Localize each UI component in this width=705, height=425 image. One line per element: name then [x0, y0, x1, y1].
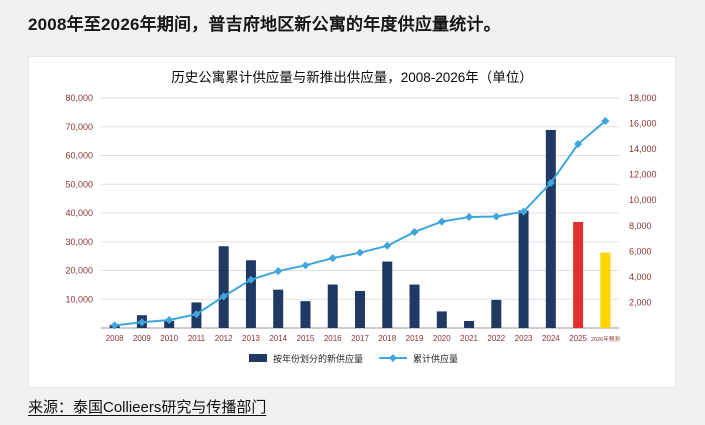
- x-label-2021: 2021: [460, 334, 478, 343]
- left-axis-label: 20,000: [65, 266, 93, 276]
- line-marker-2009: [137, 318, 146, 327]
- line-marker-2010: [165, 315, 174, 324]
- legend-bar-label: 按年份划分的新供应量: [273, 353, 363, 364]
- line-marker-2026年预测: [601, 117, 610, 125]
- line-marker-2013: [246, 275, 255, 284]
- x-label-2008: 2008: [106, 334, 124, 343]
- combo-chart-svg: 10,000 20,000 30,000 40,000 50,000 60,000 70,0…: [65, 93, 657, 364]
- x-label-2015: 2015: [297, 334, 315, 343]
- right-axis-label: 4,000: [629, 272, 652, 282]
- right-axis-label: 12,000: [629, 170, 657, 180]
- left-axis-label: 50,000: [65, 179, 93, 189]
- line-marker-2011: [192, 310, 201, 319]
- line-marker-2022: [492, 212, 501, 221]
- line-marker-2012: [219, 292, 228, 301]
- left-axis-label: 60,000: [65, 151, 93, 161]
- line-marker-2020: [437, 217, 446, 226]
- x-label-2018: 2018: [378, 334, 396, 343]
- bar-2010: [164, 320, 175, 328]
- line-marker-2023: [519, 207, 528, 216]
- x-label-2017: 2017: [351, 334, 369, 343]
- source-text: 来源：泰国Collieers研究与传播部门: [28, 399, 267, 416]
- left-axis-label: 80,000: [65, 93, 93, 103]
- line-marker-2025: [574, 140, 583, 148]
- bar-2023: [518, 210, 529, 328]
- x-label-2024: 2024: [542, 334, 560, 343]
- bar-2017: [355, 290, 365, 328]
- line-marker-2016: [328, 254, 337, 263]
- left-axis-label: 70,000: [65, 122, 93, 132]
- bar-2019: [409, 284, 420, 328]
- bar-2025: [573, 221, 584, 328]
- right-axis-label: 14,000: [629, 144, 657, 154]
- x-label-2026年预测: 2026年预测: [591, 335, 620, 343]
- x-label-2011: 2011: [188, 334, 206, 343]
- bar-2020: [436, 311, 447, 328]
- right-axis-label: 8,000: [629, 221, 652, 231]
- x-label-2014: 2014: [269, 334, 287, 343]
- bar-2014: [273, 289, 284, 328]
- left-axis-label: 40,000: [65, 208, 93, 218]
- x-label-2019: 2019: [406, 334, 424, 343]
- chart-title: 历史公寓累计供应量与新推出供应量，2008-2026年（单位）: [171, 70, 533, 85]
- right-axis-label: 10,000: [629, 195, 657, 205]
- right-axis-label: 16,000: [629, 119, 657, 129]
- line-marker-2014: [274, 267, 283, 276]
- bar-2024: [545, 129, 556, 328]
- right-axis-label: 2,000: [629, 297, 652, 307]
- line-marker-2008: [110, 321, 119, 330]
- right-axis-label: 6,000: [629, 246, 652, 256]
- chart-canvas: 10,000 20,000 30,000 40,000 50,000 60,000 70,0…: [29, 88, 677, 384]
- left-axis-label: 10,000: [65, 294, 93, 304]
- bar-2016: [327, 284, 338, 328]
- x-label-2020: 2020: [433, 334, 451, 343]
- bar-2015: [300, 301, 311, 328]
- left-axis-label: 30,000: [65, 237, 93, 247]
- bar-2021: [464, 320, 475, 328]
- chart-panel: 历史公寓累计供应量与新推出供应量，2008-2026年（单位） 10,000 20…: [28, 56, 676, 388]
- line-marker-2018: [383, 241, 392, 250]
- bar-2012: [218, 246, 229, 328]
- bar-2022: [491, 299, 502, 328]
- x-label-2010: 2010: [160, 334, 178, 343]
- x-label-2025: 2025: [569, 334, 587, 343]
- bar-2018: [382, 261, 393, 328]
- x-label-2023: 2023: [515, 334, 533, 343]
- right-axis-label: 18,000: [629, 93, 657, 103]
- x-label-2016: 2016: [324, 334, 342, 343]
- x-label-2013: 2013: [242, 334, 260, 343]
- legend-bar-swatch: [249, 354, 267, 362]
- x-label-2022: 2022: [487, 334, 505, 343]
- bar-2026年预测: [600, 252, 611, 328]
- line-marker-2019: [410, 227, 419, 236]
- bar-2013: [245, 260, 256, 328]
- line-marker-2024: [546, 178, 555, 187]
- legend-line-marker: [389, 354, 397, 362]
- x-label-2012: 2012: [215, 334, 233, 343]
- page-title: 2008年至2026年期间，普吉府地区新公寓的年度供应量统计。: [28, 15, 501, 34]
- legend-line-label: 累计供应量: [413, 353, 458, 364]
- x-label-2009: 2009: [133, 334, 151, 343]
- line-marker-2015: [301, 261, 310, 270]
- line-marker-2021: [465, 213, 474, 222]
- line-marker-2017: [356, 248, 364, 257]
